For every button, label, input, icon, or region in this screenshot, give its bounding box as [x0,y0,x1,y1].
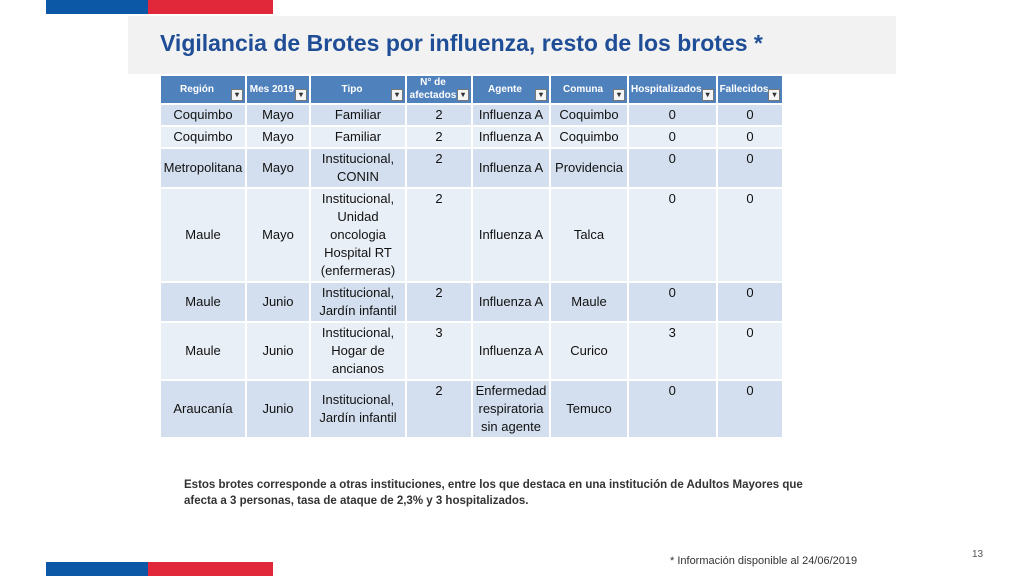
summary-note: Estos brotes corresponde a otras institu… [184,479,803,507]
cell-hospitalized: 0 [629,127,716,147]
cell-deceased: 0 [717,283,783,321]
cell-region: Metropolitana [161,149,245,187]
cell-affected: 2 [407,127,471,147]
cell-month: Mayo [247,149,309,187]
flag-blue-segment [46,0,148,14]
flag-red-segment [148,0,273,14]
cell-month: Mayo [247,105,309,125]
header-affected: N° de afectados ▾ [407,76,471,103]
cell-type: Familiar [311,127,405,147]
filter-dropdown-icon[interactable]: ▾ [535,89,547,101]
filter-dropdown-icon[interactable]: ▾ [391,89,403,101]
cell-type: Institucional, CONIN [311,149,405,187]
header-month: Mes 2019 ▾ [247,76,309,103]
flag-red-segment [148,562,273,576]
source-note: * Información disponible al 24/06/2019 [670,555,858,567]
outbreaks-table: Región ▾ Mes 2019 ▾ Tipo ▾ N° de afectados ▾… [159,74,784,439]
filter-dropdown-icon[interactable]: ▾ [295,89,307,101]
filter-dropdown-icon[interactable]: ▾ [768,89,781,101]
cell-affected: 3 [407,323,471,379]
filter-dropdown-icon[interactable]: ▾ [613,89,625,101]
header-hospitalized: Hospitalizados ▾ [629,76,716,103]
cell-affected: 2 [407,189,471,281]
cell-hospitalized: 0 [629,105,716,125]
cell-agent: Influenza A [473,149,549,187]
cell-agent: Influenza A [473,105,549,125]
header-commune: Comuna ▾ [551,76,627,103]
cell-deceased: 0 [717,105,783,125]
slide-title: Vigilancia de Brotes por influenza, rest… [160,30,763,56]
filter-dropdown-icon[interactable]: ▾ [457,89,469,101]
cell-hospitalized: 0 [629,283,716,321]
cell-hospitalized: 3 [629,323,716,379]
cell-region: Maule [161,323,245,379]
table-header-row: Región ▾ Mes 2019 ▾ Tipo ▾ N° de afectados ▾… [161,76,783,103]
header-region: Región ▾ [161,76,245,103]
cell-commune: Providencia [551,149,627,187]
cell-commune: Temuco [551,381,627,437]
cell-agent: Influenza A [473,323,549,379]
cell-deceased: 0 [717,323,783,379]
cell-deceased: 0 [717,127,783,147]
page-number: 13 [972,549,984,560]
cell-commune: Coquimbo [551,105,627,125]
cell-affected: 2 [407,381,471,437]
table-row: Coquimbo Mayo Familiar 2 Influenza A Coq… [161,105,783,125]
header-agent: Agente ▾ [473,76,549,103]
table-row: Metropolitana Mayo Institucional, CONIN … [161,149,783,187]
cell-region: Maule [161,283,245,321]
cell-region: Araucanía [161,381,245,437]
cell-month: Mayo [247,189,309,281]
cell-deceased: 0 [717,381,783,437]
table-row: Coquimbo Mayo Familiar 2 Influenza A Coq… [161,127,783,147]
cell-affected: 2 [407,105,471,125]
cell-commune: Coquimbo [551,127,627,147]
header-deceased: Fallecidos ▾ [717,76,783,103]
cell-type: Familiar [311,105,405,125]
table-row: Maule Mayo Institucional, Unidad oncolog… [161,189,783,281]
cell-deceased: 0 [717,149,783,187]
cell-deceased: 0 [717,189,783,281]
cell-hospitalized: 0 [629,189,716,281]
cell-agent: Influenza A [473,189,549,281]
cell-commune: Maule [551,283,627,321]
flag-blue-segment [46,562,148,576]
cell-type: Institucional, Hogar de ancianos [311,323,405,379]
header-type: Tipo ▾ [311,76,405,103]
cell-agent: Enfermedad respiratoria sin agente [473,381,549,437]
cell-region: Maule [161,189,245,281]
cell-month: Mayo [247,127,309,147]
cell-type: Institucional, Jardín infantil [311,283,405,321]
table-row: Maule Junio Institucional, Hogar de anci… [161,323,783,379]
cell-month: Junio [247,381,309,437]
cell-month: Junio [247,323,309,379]
cell-type: Institucional, Unidad oncologia Hospital… [311,189,405,281]
table-row: Maule Junio Institucional, Jardín infant… [161,283,783,321]
cell-agent: Influenza A [473,283,549,321]
title-band [128,16,896,74]
cell-hospitalized: 0 [629,381,716,437]
cell-commune: Talca [551,189,627,281]
cell-affected: 2 [407,149,471,187]
cell-region: Coquimbo [161,105,245,125]
cell-commune: Curico [551,323,627,379]
filter-dropdown-icon[interactable]: ▾ [701,89,714,101]
table-row: Araucanía Junio Institucional, Jardín in… [161,381,783,437]
cell-type: Institucional, Jardín infantil [311,381,405,437]
cell-agent: Influenza A [473,127,549,147]
cell-affected: 2 [407,283,471,321]
cell-region: Coquimbo [161,127,245,147]
cell-month: Junio [247,283,309,321]
filter-dropdown-icon[interactable]: ▾ [231,89,243,101]
flag-bar-bottom [46,562,273,576]
cell-hospitalized: 0 [629,149,716,187]
flag-bar-top [46,0,273,14]
